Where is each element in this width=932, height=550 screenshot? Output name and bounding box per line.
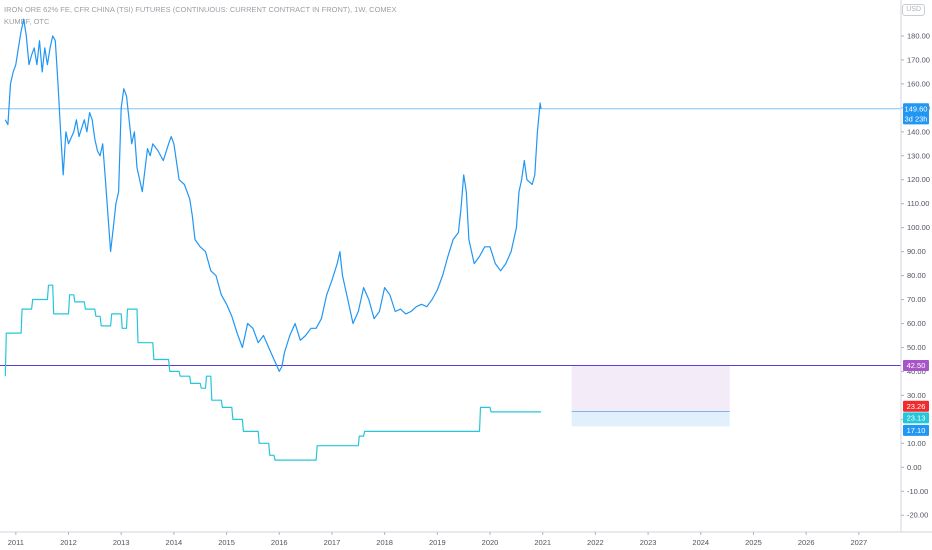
x-tick-label: 2023 xyxy=(640,538,657,547)
price-badge: 23.26 xyxy=(903,400,929,412)
x-tick-label: 2021 xyxy=(534,538,551,547)
price-badge-label: 3d 23h xyxy=(905,114,928,123)
y-tick-label: 130.00 xyxy=(907,151,930,160)
x-tick-label: 2022 xyxy=(587,538,604,547)
y-tick-label: 50.00 xyxy=(907,343,926,352)
y-tick-label: 10.00 xyxy=(907,439,926,448)
x-tick-label: 2012 xyxy=(60,538,77,547)
reference-lines xyxy=(0,108,901,366)
y-tick-label: 120.00 xyxy=(907,175,930,184)
price-badge-bg xyxy=(903,424,929,436)
chart-title: IRON ORE 62% FE, CFR CHINA (TSI) FUTURES… xyxy=(4,5,397,14)
series-line-1[interactable] xyxy=(4,284,542,461)
x-tick-label: 2014 xyxy=(166,538,183,547)
price-badge-bg xyxy=(903,412,929,424)
y-tick-label: 100.00 xyxy=(907,223,930,232)
price-badge-label: 17.10 xyxy=(907,426,926,435)
price-badge-bg xyxy=(903,103,929,115)
x-tick-label: 2026 xyxy=(798,538,815,547)
price-badge-label: 149.60 xyxy=(905,104,928,113)
y-tick-label: 80.00 xyxy=(907,271,926,280)
y-tick-label: 110.00 xyxy=(907,199,929,208)
time-axis: 2011 2012 2013 2014 2015 2016 2017 2018 2019 2020… xyxy=(8,532,867,547)
x-tick-label: 2024 xyxy=(692,538,709,547)
series-lines xyxy=(4,18,542,461)
price-badge-bg xyxy=(903,113,929,125)
y-tick-label: 60.00 xyxy=(907,319,926,328)
x-tick-label: 2027 xyxy=(851,538,868,547)
y-tick-label: -20.00 xyxy=(907,511,928,520)
zone-0 xyxy=(571,365,730,412)
price-badge: 23.13 xyxy=(903,412,929,424)
price-badge-bg xyxy=(903,400,929,412)
y-tick-label: 140.00 xyxy=(907,127,930,136)
x-tick-label: 2011 xyxy=(8,538,24,547)
y-tick-label: 90.00 xyxy=(907,247,926,256)
zones xyxy=(571,365,730,427)
y-tick-label: 180.00 xyxy=(907,31,930,40)
y-tick-label: 70.00 xyxy=(907,295,926,304)
x-tick-label: 2013 xyxy=(113,538,130,547)
x-tick-label: 2025 xyxy=(745,538,762,547)
y-tick-label: 0.00 xyxy=(907,463,922,472)
y-tick-label: 40.00 xyxy=(907,367,926,376)
chart-subtitle: KUMBF, OTC xyxy=(4,17,50,26)
price-badge: 42.50 xyxy=(903,359,929,371)
price-badge-label: 42.50 xyxy=(907,361,926,370)
x-tick-label: 2015 xyxy=(218,538,235,547)
x-tick-label: 2017 xyxy=(324,538,341,547)
y-tick-label: 30.00 xyxy=(907,391,926,400)
zone-1 xyxy=(571,411,730,427)
price-badge: 3d 23h xyxy=(903,113,929,125)
x-tick-label: 2020 xyxy=(482,538,499,547)
y-tick-label: 160.00 xyxy=(907,79,930,88)
price-badge-label: 23.26 xyxy=(907,402,926,411)
currency-button[interactable]: USD xyxy=(902,4,925,16)
x-tick-label: 2018 xyxy=(376,538,393,547)
y-tick-label: -10.00 xyxy=(907,487,928,496)
price-badge: 17.10 xyxy=(903,424,929,436)
price-badge-bg xyxy=(903,359,929,371)
y-tick-label: 170.00 xyxy=(907,55,930,64)
price-badge: 149.60 xyxy=(903,103,929,115)
x-tick-label: 2019 xyxy=(429,538,446,547)
x-tick-label: 2016 xyxy=(271,538,288,547)
series-line-0[interactable] xyxy=(4,18,542,372)
price-badge-label: 23.13 xyxy=(907,414,926,423)
